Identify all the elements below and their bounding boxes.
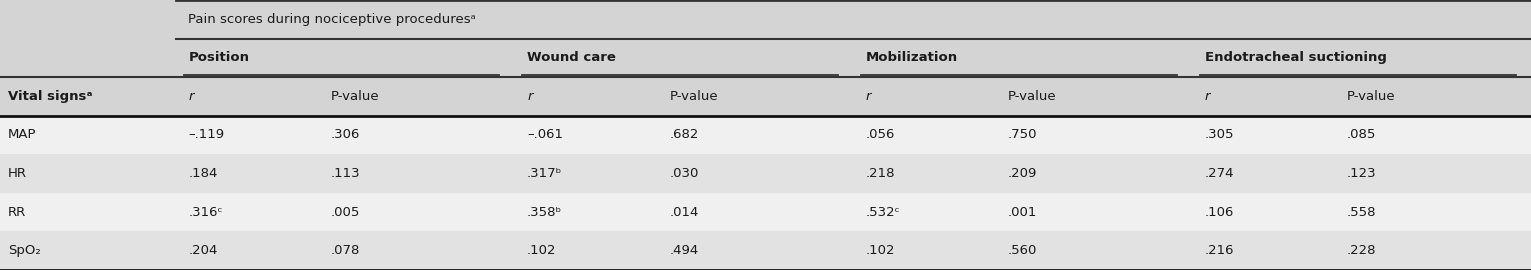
Bar [0,154,1531,193]
Text: P-value: P-value [1007,90,1056,103]
Text: RR: RR [8,206,26,219]
Text: Position: Position [188,51,250,64]
Text: .216: .216 [1205,244,1234,257]
Text: Wound care: Wound care [527,51,615,64]
Text: .218: .218 [865,167,896,180]
Text: .560: .560 [1007,244,1038,257]
Text: P-value: P-value [331,90,380,103]
Text: .085: .085 [1347,129,1376,141]
Text: .316ᶜ: .316ᶜ [188,206,224,219]
Text: .056: .056 [865,129,896,141]
Text: MAP: MAP [8,129,37,141]
Text: .005: .005 [331,206,360,219]
Text: .317ᵇ: .317ᵇ [527,167,562,180]
Text: .532ᶜ: .532ᶜ [865,206,900,219]
Text: .102: .102 [527,244,557,257]
Text: SpO₂: SpO₂ [8,244,40,257]
Text: .078: .078 [331,244,360,257]
Text: .274: .274 [1205,167,1234,180]
Text: .184: .184 [188,167,217,180]
Text: Pain scores during nociceptive proceduresᵃ: Pain scores during nociceptive procedure… [188,13,476,26]
Text: .682: .682 [669,129,698,141]
Text: r: r [1205,90,1209,103]
Text: .014: .014 [669,206,698,219]
Text: .305: .305 [1205,129,1234,141]
Bar [0,39,1531,77]
Text: .750: .750 [1007,129,1038,141]
Text: r: r [865,90,871,103]
Text: –.061: –.061 [527,129,563,141]
Text: .306: .306 [331,129,360,141]
Text: –.119: –.119 [188,129,225,141]
Text: .209: .209 [1007,167,1038,180]
Bar [0,193,1531,231]
Text: .106: .106 [1205,206,1234,219]
Text: .113: .113 [331,167,360,180]
Text: .558: .558 [1347,206,1376,219]
Text: .102: .102 [865,244,896,257]
Bar [0,116,1531,154]
Text: .228: .228 [1347,244,1376,257]
Text: .494: .494 [669,244,698,257]
Text: .030: .030 [669,167,698,180]
Text: .204: .204 [188,244,217,257]
Text: P-value: P-value [669,90,718,103]
Text: Endotracheal suctioning: Endotracheal suctioning [1205,51,1387,64]
Bar [0,231,1531,270]
Text: P-value: P-value [1347,90,1395,103]
Text: Vital signsᵃ: Vital signsᵃ [8,90,92,103]
Bar [0,0,1531,39]
Text: HR: HR [8,167,26,180]
Text: r: r [527,90,533,103]
Text: .358ᵇ: .358ᵇ [527,206,562,219]
Text: .123: .123 [1347,167,1376,180]
Text: Mobilization: Mobilization [865,51,958,64]
Text: .001: .001 [1007,206,1038,219]
Bar [0,77,1531,116]
Text: r: r [188,90,194,103]
